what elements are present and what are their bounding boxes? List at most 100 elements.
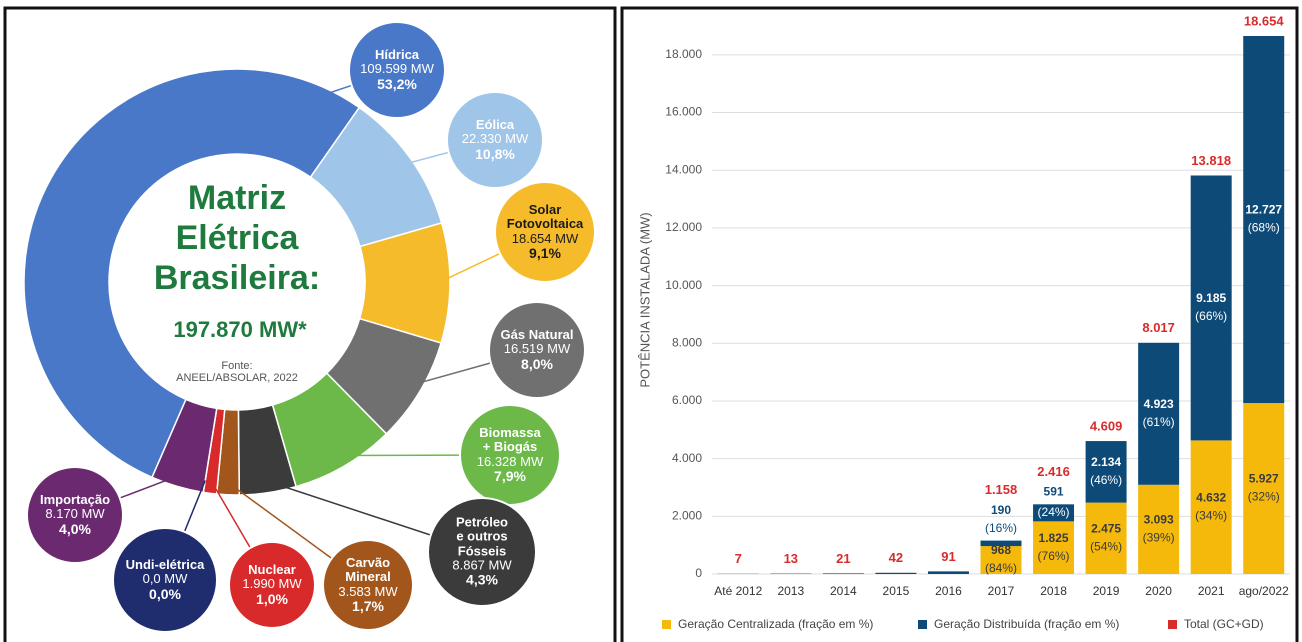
bubble-capacity: 8.170 MW bbox=[45, 506, 105, 522]
bar-segment bbox=[1138, 342, 1180, 485]
bubble-label: Importação 8.170 MW 4,0% bbox=[40, 492, 110, 537]
legend-swatch bbox=[918, 620, 927, 629]
total-label: 8.017 bbox=[1142, 320, 1175, 335]
total-label: 42 bbox=[889, 550, 903, 565]
bar-segment bbox=[1190, 440, 1232, 574]
y-tick-label: 14.000 bbox=[665, 162, 702, 176]
bar-segment bbox=[1085, 502, 1127, 574]
bar-segment bbox=[927, 571, 969, 574]
segment-value-label: 1.825 bbox=[1039, 531, 1069, 545]
bubble-percent: 4,0% bbox=[59, 520, 91, 537]
bubble-name: Nuclear bbox=[248, 562, 296, 578]
bubble-label: Biomassa + Biogás 16.328 MW 7,9% bbox=[476, 425, 544, 484]
total-label: 13.818 bbox=[1191, 153, 1231, 168]
x-tick-label: 2016 bbox=[935, 584, 962, 598]
right-panel bbox=[620, 6, 1299, 642]
bubble-capacity: 3.583 MW bbox=[338, 583, 398, 599]
bar-segment bbox=[1033, 504, 1075, 522]
bar-segment bbox=[1190, 175, 1232, 441]
segment-share-label: (39%) bbox=[1143, 531, 1175, 545]
x-tick-label: 2014 bbox=[830, 584, 857, 598]
bubble-label: Petróleo e outros Fósseis 8.867 MW 4,3% bbox=[452, 514, 511, 589]
total-label: 13 bbox=[784, 551, 798, 566]
bar-segment bbox=[822, 573, 864, 574]
y-tick-label: 4.000 bbox=[672, 451, 702, 465]
bubble-percent: 10,8% bbox=[475, 145, 515, 162]
legend-label: Geração Centralizada (fração em %) bbox=[678, 617, 873, 631]
segment-value-label: 9.185 bbox=[1196, 291, 1226, 305]
bubble bbox=[112, 527, 218, 633]
segment-share-label: (32%) bbox=[1248, 490, 1280, 504]
donut-slice bbox=[23, 68, 361, 479]
x-tick-label: Até 2012 bbox=[714, 584, 762, 598]
segment-share-label: (54%) bbox=[1090, 539, 1122, 553]
bubble bbox=[348, 21, 446, 119]
bubble-label: Carvão Mineral 3.583 MW 1,7% bbox=[338, 554, 398, 614]
bubble-percent: 7,9% bbox=[494, 467, 526, 484]
bubble-percent: 1,7% bbox=[352, 597, 384, 614]
y-tick-label: 18.000 bbox=[665, 47, 702, 61]
segment-share-label: (68%) bbox=[1248, 221, 1280, 235]
bubble-name: Eólica bbox=[475, 117, 515, 133]
bubble-label: Gás Natural 16.519 MW 8,0% bbox=[500, 327, 574, 372]
bubble bbox=[322, 539, 414, 631]
bubble-percent: 4,3% bbox=[466, 571, 498, 588]
y-tick-label: 16.000 bbox=[665, 105, 702, 119]
segment-value-label: 2.134 bbox=[1091, 455, 1121, 469]
bubble-capacity: 16.328 MW bbox=[476, 453, 544, 469]
bubble-name: Hídrica bbox=[374, 47, 420, 63]
bar-segment bbox=[980, 540, 1022, 547]
bubble-name: Petróleo e outros Fósseis bbox=[455, 514, 508, 559]
bubble-capacity: 22.330 MW bbox=[461, 131, 529, 147]
segment-value-label: 4.923 bbox=[1144, 397, 1174, 411]
bubble bbox=[494, 181, 596, 283]
total-label: 21 bbox=[836, 551, 850, 566]
x-tick-label: 2021 bbox=[1198, 584, 1225, 598]
donut-total: 197.870 MW* bbox=[173, 316, 307, 342]
y-tick-label: 6.000 bbox=[672, 393, 702, 407]
total-label: 18.654 bbox=[1244, 13, 1285, 28]
segment-value-label: 968 bbox=[991, 543, 1011, 557]
bubble-name: Solar Fotovoltaica bbox=[506, 201, 584, 232]
bubble bbox=[228, 541, 316, 629]
bubble bbox=[488, 301, 586, 399]
donut-title: Matriz Elétrica Brasileira: bbox=[153, 179, 321, 297]
segment-share-label: (46%) bbox=[1090, 473, 1122, 487]
y-axis-label: POTÊNCIA INSTALADA (MW) bbox=[637, 212, 652, 387]
segment-value-label: 2.475 bbox=[1091, 521, 1121, 535]
bubble-capacity: 1.990 MW bbox=[242, 576, 302, 592]
segment-share-label: (66%) bbox=[1195, 309, 1227, 323]
donut-slice bbox=[151, 398, 218, 494]
segment-value-label: 5.927 bbox=[1249, 472, 1279, 486]
bubble-percent: 0,0% bbox=[149, 585, 181, 602]
left-panel bbox=[3, 6, 617, 642]
leader-line bbox=[61, 69, 398, 185]
bubble-capacity: 18.654 MW bbox=[511, 230, 579, 246]
bubble-percent: 8,0% bbox=[521, 355, 553, 372]
bubble-percent: 1,0% bbox=[256, 590, 288, 607]
legend-swatch bbox=[662, 620, 671, 629]
segment-value-label: 190 bbox=[991, 503, 1011, 517]
y-tick-label: 0 bbox=[695, 566, 702, 580]
bar-segment bbox=[1243, 403, 1285, 574]
bubble-name: Carvão Mineral bbox=[345, 554, 391, 585]
x-tick-label: 2015 bbox=[883, 584, 910, 598]
bar-segment bbox=[980, 546, 1022, 574]
x-tick-label: 2018 bbox=[1040, 584, 1067, 598]
bar-segment bbox=[1243, 35, 1285, 404]
donut-source: Fonte: ANEEL/ABSOLAR, 2022 bbox=[176, 359, 298, 384]
bubble-percent: 53,2% bbox=[377, 75, 417, 92]
segment-share-label: (61%) bbox=[1143, 415, 1175, 429]
legend-swatch bbox=[1168, 620, 1177, 629]
bubble-capacity: 0,0 MW bbox=[142, 571, 188, 587]
bubble-capacity: 109.599 MW bbox=[360, 61, 434, 77]
y-tick-label: 8.000 bbox=[672, 335, 702, 349]
segment-value-label: 591 bbox=[1044, 484, 1064, 498]
bubble-percent: 9,1% bbox=[529, 244, 561, 261]
bar-segment bbox=[1085, 441, 1127, 503]
bubble bbox=[427, 497, 537, 607]
total-label: 4.609 bbox=[1090, 419, 1123, 434]
segment-share-label: (84%) bbox=[985, 561, 1017, 575]
bubble-name: Gás Natural bbox=[500, 327, 574, 343]
